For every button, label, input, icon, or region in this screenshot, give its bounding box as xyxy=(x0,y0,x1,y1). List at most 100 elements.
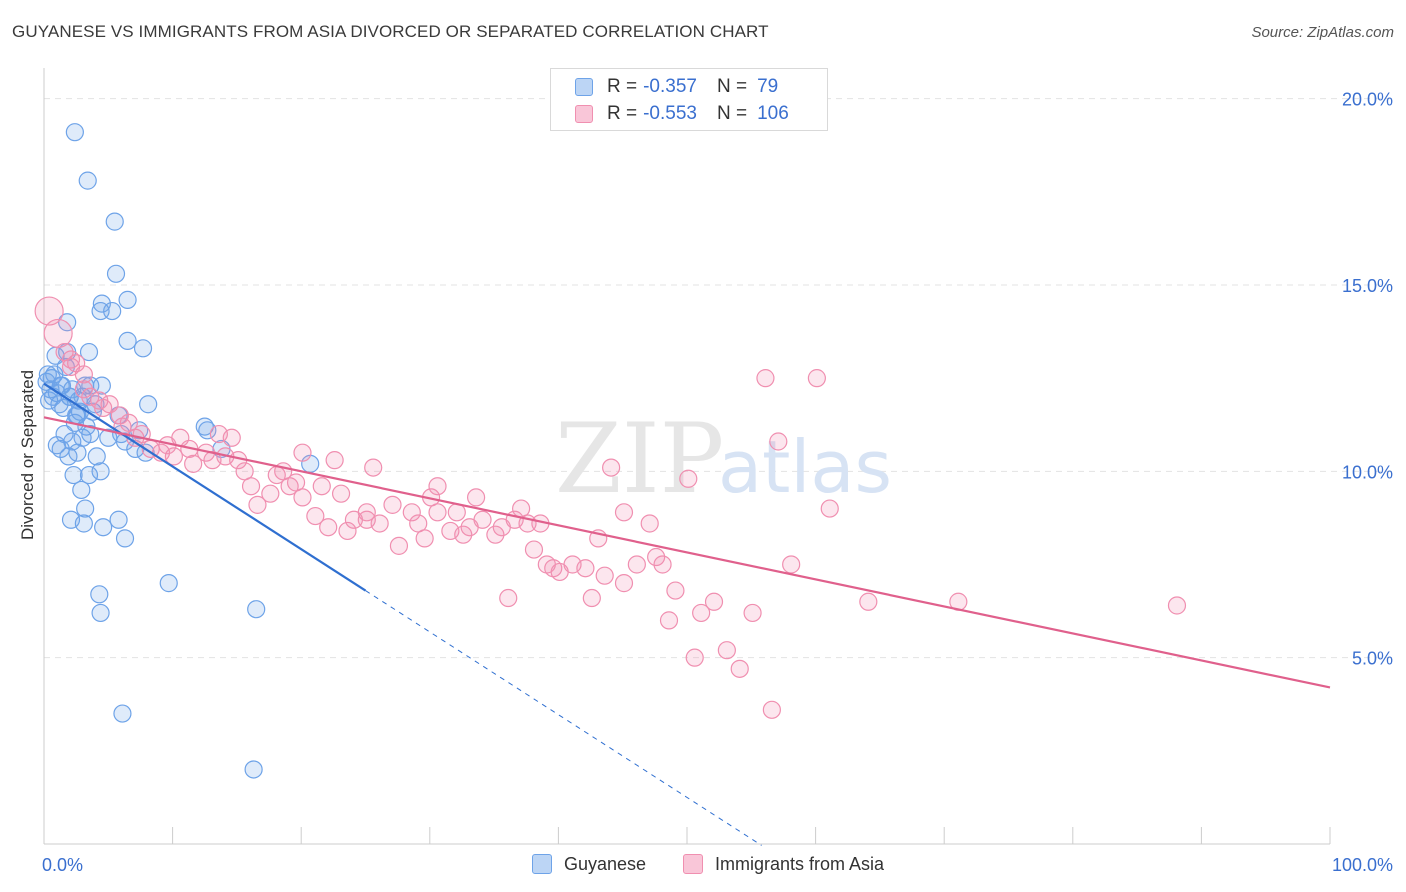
point-asia xyxy=(261,484,280,503)
point-guyanese xyxy=(198,421,217,440)
point-asia xyxy=(743,603,762,623)
watermark: ZIP atlas xyxy=(555,403,892,515)
point-asia xyxy=(782,555,801,574)
point-guyanese xyxy=(87,447,106,466)
bottom-legend-label-guyanese: Guyanese xyxy=(564,853,647,874)
legend-swatch-asia xyxy=(575,105,593,123)
point-guyanese xyxy=(109,510,128,529)
legend-n-value: 106 xyxy=(757,103,789,124)
point-guyanese xyxy=(73,428,92,447)
point-asia xyxy=(679,469,698,488)
point-guyanese xyxy=(247,600,266,619)
legend-row-asia: R = -0.553 N = 106 xyxy=(575,102,789,126)
point-asia xyxy=(614,574,634,593)
point-guyanese xyxy=(133,339,153,358)
point-asia xyxy=(454,525,473,544)
x-tick-label: 0.0% xyxy=(42,855,83,875)
point-guyanese xyxy=(63,432,82,451)
trend-line-guyanese-extension xyxy=(365,590,762,846)
legend-row-guyanese: R = -0.357 N = 79 xyxy=(575,75,778,99)
point-guyanese xyxy=(90,585,109,604)
point-asia xyxy=(383,495,402,514)
point-asia xyxy=(769,432,788,451)
legend-r-value: -0.357 xyxy=(643,76,697,97)
bottom-legend-label-asia: Immigrants from Asia xyxy=(715,853,885,874)
point-asia xyxy=(466,488,486,507)
point-asia xyxy=(241,477,261,496)
point-asia xyxy=(402,503,421,522)
point-asia xyxy=(331,484,351,503)
point-guyanese xyxy=(94,518,113,537)
trend-lines xyxy=(43,382,1331,846)
point-asia xyxy=(370,514,389,533)
point-guyanese xyxy=(105,212,124,231)
grid-lines xyxy=(44,98,1392,659)
point-asia xyxy=(685,648,704,667)
point-asia xyxy=(325,451,344,470)
point-asia xyxy=(717,641,736,660)
legend-r-label: R = xyxy=(607,76,638,97)
legend-n-label: N = xyxy=(716,103,748,124)
point-asia xyxy=(312,477,331,496)
point-guyanese xyxy=(74,514,93,533)
point-asia xyxy=(730,659,749,678)
point-asia xyxy=(338,521,357,541)
bottom-legend-swatch-guyanese xyxy=(532,854,552,874)
point-asia xyxy=(762,700,781,719)
point-asia xyxy=(647,547,666,567)
trend-line-guyanese xyxy=(43,382,367,592)
trend-line-asia xyxy=(43,416,1331,689)
x-tick-label: 100.0% xyxy=(1332,855,1393,875)
point-guyanese xyxy=(38,365,57,384)
bottom-legend-swatch-asia xyxy=(683,854,703,874)
point-guyanese xyxy=(99,428,118,447)
point-asia xyxy=(820,499,839,518)
y-tick-label: 10.0% xyxy=(1342,462,1393,482)
point-asia xyxy=(692,603,711,623)
point-guyanese xyxy=(91,603,110,623)
point-guyanese xyxy=(65,123,84,142)
point-guyanese xyxy=(118,290,137,309)
point-asia xyxy=(666,581,685,600)
point-asia xyxy=(627,555,646,574)
point-asia xyxy=(248,495,267,514)
point-guyanese xyxy=(78,171,97,190)
point-asia xyxy=(43,318,73,349)
bottom-legend-asia: Immigrants from Asia xyxy=(683,852,884,876)
point-guyanese xyxy=(59,447,78,466)
point-guyanese xyxy=(79,465,99,485)
y-tick-label: 15.0% xyxy=(1342,276,1393,296)
point-asia xyxy=(704,592,724,611)
point-guyanese xyxy=(72,480,91,500)
point-asia xyxy=(34,296,64,326)
y-tick-label: 20.0% xyxy=(1342,90,1393,110)
point-asia xyxy=(184,454,203,473)
point-asia xyxy=(756,369,775,388)
stats-legend: R = -0.357 N = 79 R = -0.553 N = 106 xyxy=(550,68,828,131)
point-asia xyxy=(428,503,447,522)
point-guyanese xyxy=(139,395,158,414)
point-asia xyxy=(602,458,621,477)
point-asia xyxy=(473,510,492,529)
point-asia xyxy=(595,566,614,585)
watermark-zip: ZIP xyxy=(555,403,724,515)
point-asia xyxy=(319,518,338,537)
point-guyanese xyxy=(76,499,95,518)
point-asia xyxy=(486,525,505,544)
point-guyanese xyxy=(115,529,135,548)
point-asia xyxy=(807,369,826,388)
point-asia xyxy=(653,555,672,574)
point-asia xyxy=(659,611,679,630)
point-guyanese xyxy=(118,331,137,350)
point-asia xyxy=(357,503,376,522)
point-guyanese xyxy=(106,264,126,283)
point-asia xyxy=(81,387,100,406)
point-asia xyxy=(582,588,601,608)
point-asia xyxy=(293,488,312,507)
axes: 5.0% 10.0% 15.0% 20.0% 0.0% 100.0% xyxy=(42,68,1393,875)
legend-r-value: -0.553 xyxy=(643,103,697,124)
point-asia xyxy=(415,529,434,548)
legend-n-value: 79 xyxy=(757,76,779,97)
point-guyanese xyxy=(159,574,178,593)
